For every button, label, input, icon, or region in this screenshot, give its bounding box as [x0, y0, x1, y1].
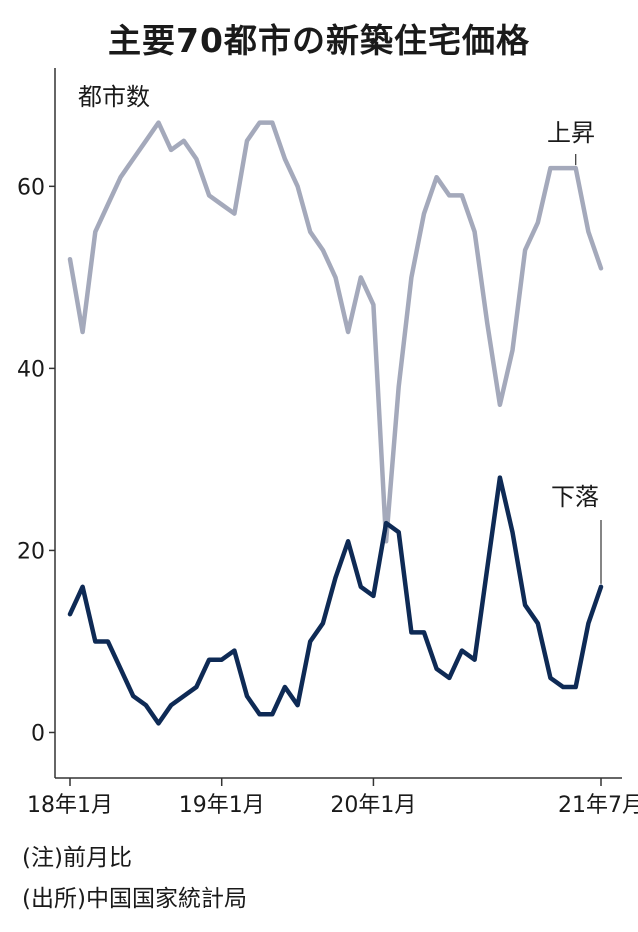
- x-tick-label: 20年1月: [330, 793, 416, 818]
- y-tick-label: 0: [31, 721, 45, 746]
- chart-notes: (注)前月比 (出所)中国国家統計局: [22, 838, 247, 920]
- chart-title: 主要70都市の新築住宅価格: [108, 21, 530, 60]
- y-tick-label: 40: [17, 357, 45, 382]
- series-line-rise: [67, 120, 604, 544]
- series-line-fall: [67, 475, 604, 726]
- x-tick-label: 18年1月: [27, 793, 113, 818]
- y-tick-label: 20: [17, 539, 45, 564]
- series-label-fall: 下落: [551, 483, 599, 511]
- y-tick-label: 60: [17, 175, 45, 200]
- note-basis: (注)前月比: [22, 845, 132, 871]
- note-source: (出所)中国国家統計局: [22, 886, 247, 912]
- series-label-rise: 上昇: [547, 119, 595, 147]
- y-axis-label: 都市数: [78, 83, 150, 111]
- x-tick-label: 21年7月: [558, 793, 638, 818]
- x-tick-label: 19年1月: [179, 793, 265, 818]
